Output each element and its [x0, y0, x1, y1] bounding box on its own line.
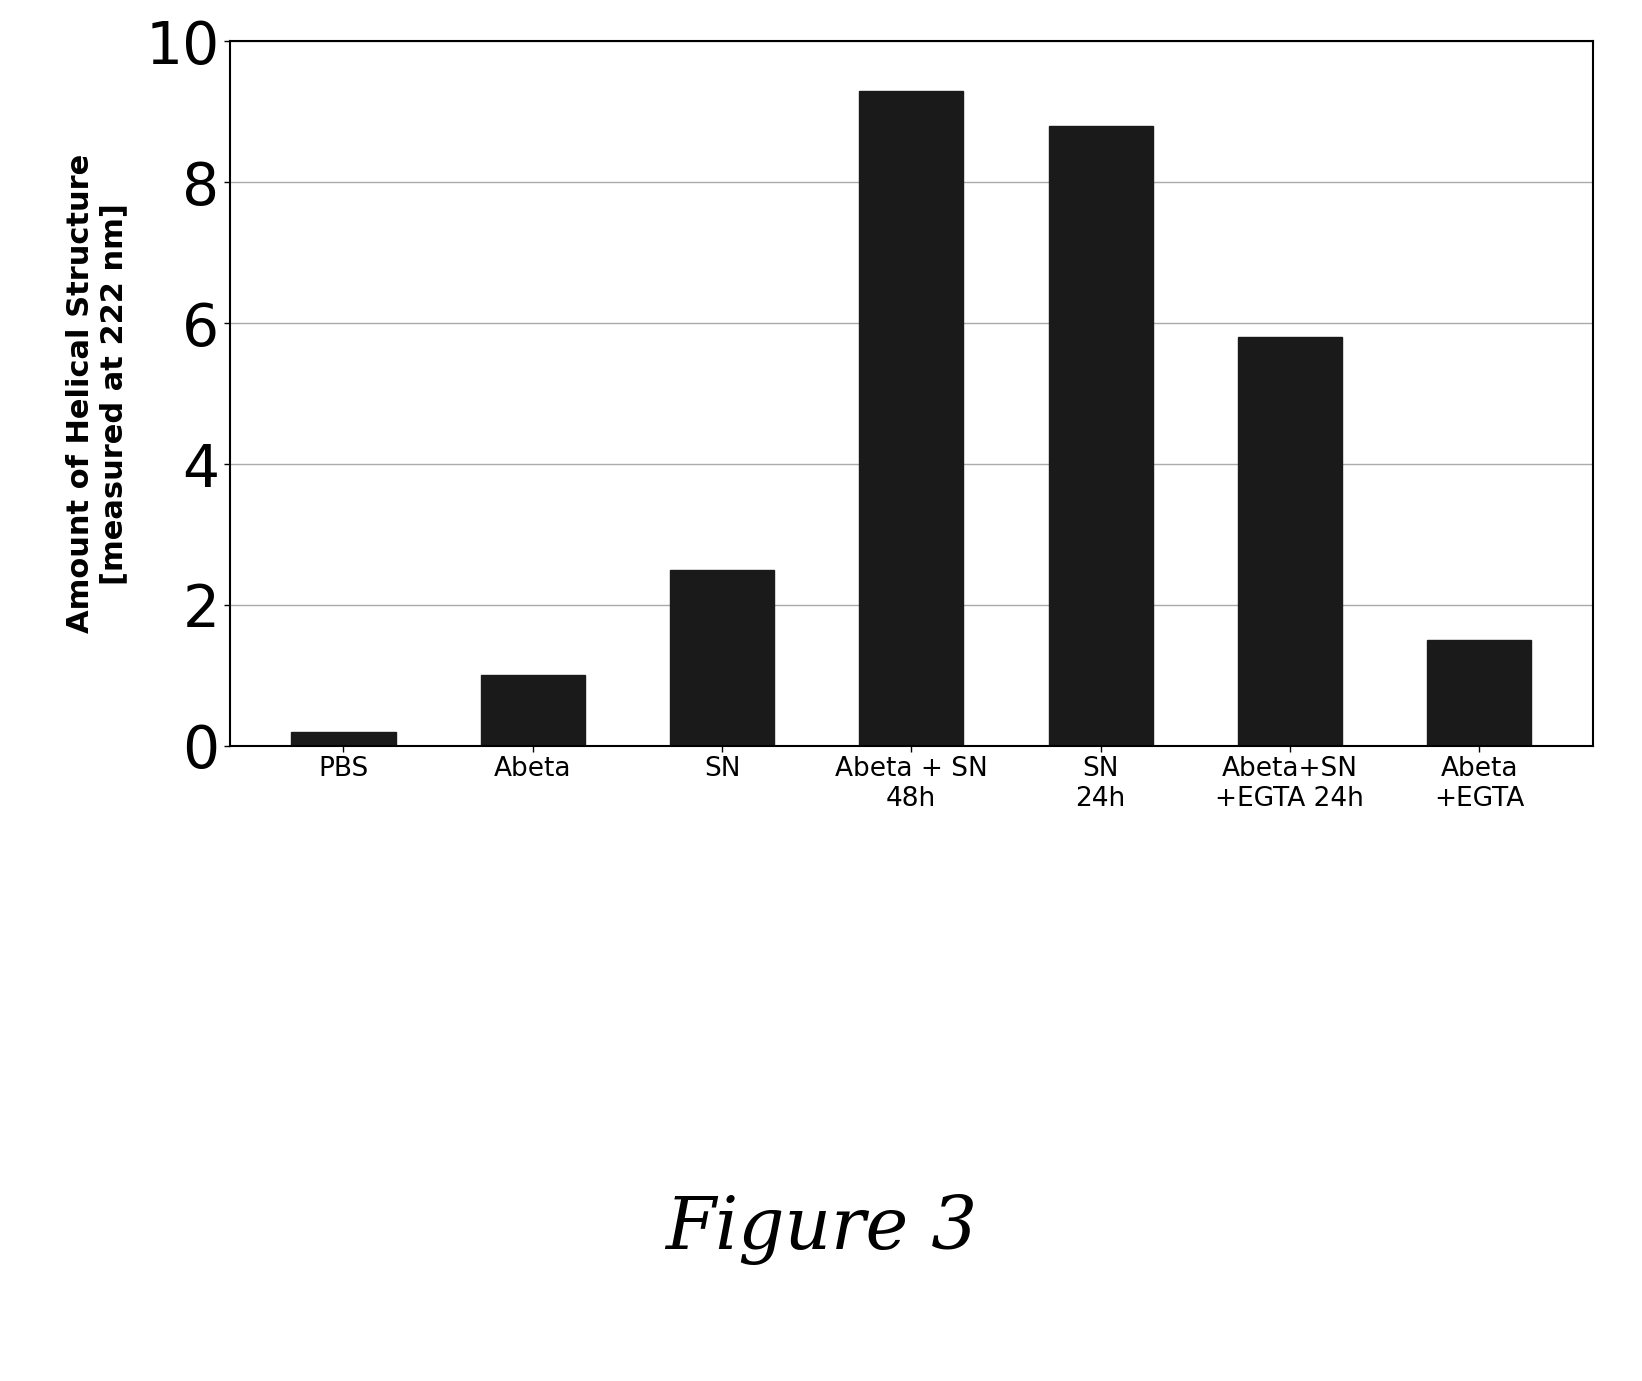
- Bar: [670, 570, 773, 746]
- Text: Figure 3: Figure 3: [665, 1193, 977, 1265]
- Y-axis label: Amount of Helical Structure
[measured at 222 nm]: Amount of Helical Structure [measured at…: [66, 153, 128, 634]
- Bar: [1238, 337, 1342, 746]
- Bar: [859, 91, 964, 746]
- Bar: [1427, 641, 1532, 746]
- Bar: [291, 732, 396, 746]
- Bar: [1049, 126, 1153, 746]
- Bar: [481, 675, 585, 746]
